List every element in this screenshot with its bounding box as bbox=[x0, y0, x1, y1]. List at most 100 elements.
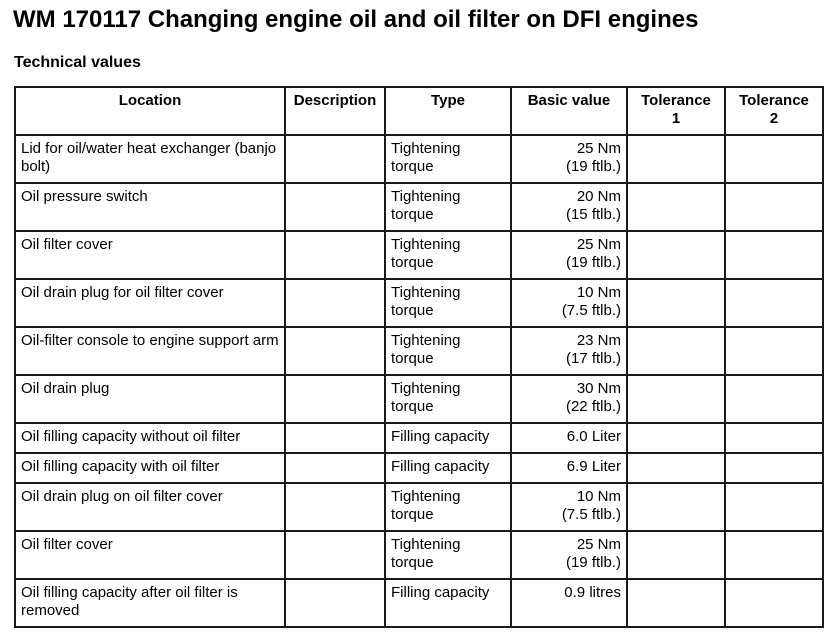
column-header-description: Description bbox=[284, 86, 386, 136]
cell-basic-value: 25 Nm (19 ftlb.) bbox=[510, 134, 628, 184]
value-imperial: (17 ftlb.) bbox=[565, 350, 621, 367]
cell-description bbox=[284, 578, 386, 628]
table-header-row: Location Description Type Basic value To… bbox=[14, 86, 824, 136]
cell-tolerance-2 bbox=[724, 278, 824, 328]
cell-tolerance-2 bbox=[724, 452, 824, 484]
cell-tolerance-1 bbox=[626, 578, 726, 628]
cell-tolerance-2 bbox=[724, 578, 824, 628]
header-label-line1: Tolerance bbox=[739, 92, 809, 109]
table-row: Oil filling capacity after oil filter is… bbox=[14, 578, 824, 628]
cell-description bbox=[284, 374, 386, 424]
table-row: Oil-filter console to engine support arm… bbox=[14, 326, 824, 376]
cell-basic-value: 30 Nm (22 ftlb.) bbox=[510, 374, 628, 424]
cell-location: Lid for oil/water heat exchanger (banjo … bbox=[14, 134, 286, 184]
column-header-tolerance-1: Tolerance 1 bbox=[626, 86, 726, 136]
cell-type: Tightening torque bbox=[384, 482, 512, 532]
cell-location: Oil drain plug bbox=[14, 374, 286, 424]
header-label-line1: Tolerance bbox=[641, 92, 711, 109]
column-header-basic-value: Basic value bbox=[510, 86, 628, 136]
cell-basic-value: 6.9 Liter bbox=[510, 452, 628, 484]
value-metric: 23 Nm bbox=[576, 332, 621, 349]
section-heading: Technical values bbox=[14, 54, 141, 71]
cell-basic-value: 10 Nm (7.5 ftlb.) bbox=[510, 278, 628, 328]
cell-location: Oil filling capacity with oil filter bbox=[14, 452, 286, 484]
value-metric: 6.9 Liter bbox=[566, 458, 621, 475]
table-row: Oil drain plug for oil filter cover Tigh… bbox=[14, 278, 824, 328]
value-metric: 10 Nm bbox=[576, 488, 621, 505]
cell-description bbox=[284, 452, 386, 484]
cell-tolerance-1 bbox=[626, 482, 726, 532]
cell-type: Tightening torque bbox=[384, 230, 512, 280]
value-metric: 25 Nm bbox=[576, 536, 621, 553]
cell-location: Oil filter cover bbox=[14, 230, 286, 280]
table-row: Oil drain plug on oil filter cover Tight… bbox=[14, 482, 824, 532]
cell-tolerance-1 bbox=[626, 326, 726, 376]
cell-tolerance-1 bbox=[626, 452, 726, 484]
cell-description bbox=[284, 326, 386, 376]
value-metric: 30 Nm bbox=[576, 380, 621, 397]
cell-location: Oil pressure switch bbox=[14, 182, 286, 232]
cell-type: Filling capacity bbox=[384, 422, 512, 454]
cell-tolerance-2 bbox=[724, 182, 824, 232]
cell-description bbox=[284, 134, 386, 184]
cell-tolerance-2 bbox=[724, 230, 824, 280]
cell-basic-value: 20 Nm (15 ftlb.) bbox=[510, 182, 628, 232]
cell-description bbox=[284, 482, 386, 532]
cell-location: Oil filling capacity after oil filter is… bbox=[14, 578, 286, 628]
cell-tolerance-1 bbox=[626, 422, 726, 454]
cell-location: Oil-filter console to engine support arm bbox=[14, 326, 286, 376]
cell-description bbox=[284, 230, 386, 280]
cell-description bbox=[284, 530, 386, 580]
cell-description bbox=[284, 182, 386, 232]
table-row: Lid for oil/water heat exchanger (banjo … bbox=[14, 134, 824, 184]
value-metric: 25 Nm bbox=[576, 140, 621, 157]
page-title: WM 170117 Changing engine oil and oil fi… bbox=[13, 6, 699, 33]
cell-basic-value: 25 Nm (19 ftlb.) bbox=[510, 230, 628, 280]
table-row: Oil drain plug Tightening torque 30 Nm (2… bbox=[14, 374, 824, 424]
cell-description bbox=[284, 278, 386, 328]
cell-tolerance-2 bbox=[724, 422, 824, 454]
value-metric: 20 Nm bbox=[576, 188, 621, 205]
cell-location: Oil drain plug on oil filter cover bbox=[14, 482, 286, 532]
value-imperial: (7.5 ftlb.) bbox=[561, 506, 621, 523]
cell-tolerance-2 bbox=[724, 482, 824, 532]
cell-basic-value: 23 Nm (17 ftlb.) bbox=[510, 326, 628, 376]
technical-values-table: Location Description Type Basic value To… bbox=[14, 86, 824, 628]
value-imperial: (22 ftlb.) bbox=[565, 398, 621, 415]
cell-type: Filling capacity bbox=[384, 452, 512, 484]
cell-tolerance-2 bbox=[724, 374, 824, 424]
cell-basic-value: 25 Nm (19 ftlb.) bbox=[510, 530, 628, 580]
value-imperial: (7.5 ftlb.) bbox=[561, 302, 621, 319]
column-header-tolerance-2: Tolerance 2 bbox=[724, 86, 824, 136]
cell-tolerance-1 bbox=[626, 230, 726, 280]
value-metric: 25 Nm bbox=[576, 236, 621, 253]
cell-tolerance-2 bbox=[724, 326, 824, 376]
value-imperial: (15 ftlb.) bbox=[565, 206, 621, 223]
value-metric: 6.0 Liter bbox=[566, 428, 621, 445]
cell-location: Oil drain plug for oil filter cover bbox=[14, 278, 286, 328]
column-header-location: Location bbox=[14, 86, 286, 136]
value-imperial: (19 ftlb.) bbox=[565, 554, 621, 571]
cell-tolerance-1 bbox=[626, 530, 726, 580]
cell-type: Tightening torque bbox=[384, 326, 512, 376]
cell-type: Tightening torque bbox=[384, 182, 512, 232]
cell-type: Tightening torque bbox=[384, 278, 512, 328]
cell-tolerance-1 bbox=[626, 134, 726, 184]
cell-location: Oil filter cover bbox=[14, 530, 286, 580]
value-metric: 0.9 litres bbox=[564, 584, 621, 601]
cell-basic-value: 6.0 Liter bbox=[510, 422, 628, 454]
column-header-type: Type bbox=[384, 86, 512, 136]
value-metric: 10 Nm bbox=[576, 284, 621, 301]
table-row: Oil filter cover Tightening torque 25 Nm… bbox=[14, 530, 824, 580]
cell-tolerance-1 bbox=[626, 182, 726, 232]
cell-tolerance-2 bbox=[724, 134, 824, 184]
cell-description bbox=[284, 422, 386, 454]
value-imperial: (19 ftlb.) bbox=[565, 158, 621, 175]
value-imperial: (19 ftlb.) bbox=[565, 254, 621, 271]
cell-type: Tightening torque bbox=[384, 374, 512, 424]
header-label-line2: 2 bbox=[769, 110, 779, 127]
cell-type: Tightening torque bbox=[384, 530, 512, 580]
table-row: Oil pressure switch Tightening torque 20… bbox=[14, 182, 824, 232]
table-row: Oil filling capacity with oil filter Fil… bbox=[14, 452, 824, 484]
cell-basic-value: 10 Nm (7.5 ftlb.) bbox=[510, 482, 628, 532]
